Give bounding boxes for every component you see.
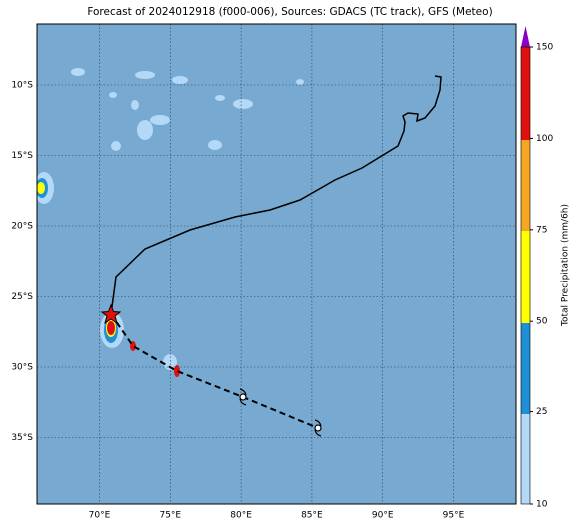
colorbar-tick-label: 75 — [536, 225, 547, 235]
colorbar-tick-label: 100 — [536, 134, 553, 144]
colorbar-tick-label: 25 — [536, 407, 547, 417]
colorbar-tick-label: 10 — [536, 500, 548, 510]
forecast-points — [239, 388, 322, 437]
colorbar-tick-label: 150 — [536, 43, 553, 53]
past-track — [110, 75, 442, 315]
precip-high — [37, 182, 45, 194]
current-position — [100, 303, 122, 325]
forecast-track — [110, 313, 319, 429]
lat-label: 20°S — [11, 222, 33, 232]
lon-label: 95°E — [443, 511, 465, 521]
map-area — [37, 24, 516, 504]
lat-label: 25°S — [11, 292, 33, 302]
lat-label: 30°S — [11, 363, 33, 373]
lat-label: 15°S — [11, 151, 33, 161]
precip-red — [107, 321, 115, 335]
lon-label: 90°E — [372, 511, 394, 521]
title: Forecast of 2024012918 (f000-006), Sourc… — [87, 6, 492, 18]
lon-label: 70°E — [89, 511, 111, 521]
graticule — [37, 24, 516, 504]
colorbar-tick-label: 50 — [536, 317, 548, 327]
lon-label: 80°E — [230, 511, 252, 521]
colorbar-label: Total Precipitation (mm/6h) — [561, 204, 571, 327]
lat-label: 35°S — [11, 433, 33, 443]
map-frame — [36, 23, 517, 505]
ocean — [37, 24, 516, 504]
precip-red — [174, 365, 180, 377]
lon-label: 85°E — [301, 511, 323, 521]
lon-label: 75°E — [159, 511, 181, 521]
colorbar — [520, 26, 531, 505]
colorbar-extend — [521, 26, 530, 47]
lat-label: 10°S — [11, 81, 33, 91]
